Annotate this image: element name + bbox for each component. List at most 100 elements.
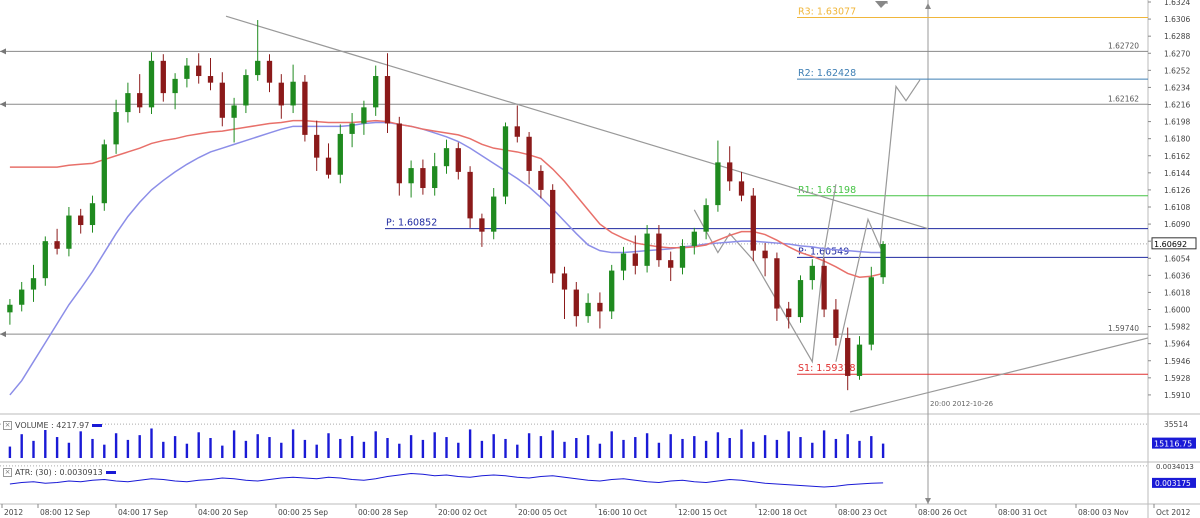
price-y-tick-label: 1.6108 <box>1164 203 1190 212</box>
price-y-tick-label: 1.5910 <box>1164 391 1190 400</box>
candle-body <box>290 81 296 106</box>
price-y-tick-label: 1.6234 <box>1164 83 1190 92</box>
candle-body <box>679 245 686 268</box>
volume-bar <box>374 431 377 458</box>
candle-body <box>609 270 615 312</box>
price-y-tick-label: 1.6198 <box>1164 118 1190 127</box>
candle-body <box>443 148 450 167</box>
candle-body <box>727 162 733 182</box>
candle-body <box>255 60 261 76</box>
volume-bar <box>527 433 531 458</box>
atr-current-box <box>1152 477 1196 488</box>
volume-bar <box>775 439 779 458</box>
price-y-tick-label: 1.6162 <box>1164 152 1190 161</box>
volume-bar <box>870 436 873 458</box>
price-y-tick-label: 1.6180 <box>1164 135 1190 144</box>
volume-bar <box>150 428 153 458</box>
volume-bar <box>268 437 271 458</box>
volume-bar <box>492 434 495 458</box>
time-marker-arrow-bottom <box>925 498 931 504</box>
candle-body <box>314 134 320 158</box>
pivot-label: R2: 1.62428 <box>798 68 856 79</box>
candle-body <box>42 241 48 279</box>
candle-body <box>821 265 827 310</box>
volume-bar <box>480 440 484 458</box>
price-y-tick-label: 1.6216 <box>1164 101 1190 110</box>
close-volume-icon[interactable]: × <box>3 421 12 430</box>
volume-bar <box>622 439 625 458</box>
volume-bar <box>834 438 838 458</box>
candle-body <box>856 344 863 376</box>
candle-body <box>337 133 343 175</box>
price-y-tick-label: 1.5946 <box>1164 357 1190 366</box>
candle-body <box>7 304 13 313</box>
volume-bar <box>787 431 790 458</box>
candle-body <box>479 218 485 232</box>
atr-line <box>9 472 884 488</box>
price-y-tick-label: 1.6018 <box>1164 288 1190 297</box>
candle-body <box>502 126 509 197</box>
candle-body <box>420 168 426 189</box>
candle-body <box>526 136 532 171</box>
volume-panel-title: × VOLUME : 4217.97 <box>3 421 103 430</box>
volume-bar <box>291 429 295 458</box>
candle-body <box>620 253 627 271</box>
volume-bar <box>386 438 389 458</box>
volume-bar <box>173 436 177 458</box>
x-tick-label: 04:00 17 Sep <box>118 508 168 517</box>
volume-bar <box>634 437 637 458</box>
level-arrow-icon <box>0 48 6 55</box>
volume-bar <box>693 436 696 458</box>
volume-bar <box>858 440 861 458</box>
volume-bar <box>79 431 82 458</box>
volume-bar <box>645 433 649 458</box>
atr-panel-title: × ATR: (30) : 0.0030913 <box>3 468 116 477</box>
price-y-tick-label: 1.6252 <box>1164 66 1190 75</box>
candle-body <box>30 278 37 290</box>
volume-bar <box>280 442 283 458</box>
atr-legend-swatch <box>105 471 116 474</box>
volume-bar <box>126 439 130 458</box>
candle-body <box>585 302 591 317</box>
x-tick-label: 04:00 20 Sep <box>198 508 248 517</box>
candle-body <box>550 189 556 274</box>
candle-body <box>738 181 745 196</box>
volume-bar <box>539 436 543 458</box>
volume-bar <box>67 442 71 458</box>
x-tick-label: 08:00 03 Nov <box>1078 508 1129 517</box>
volume-bar <box>586 435 590 458</box>
price-y-tick-label: 1.6126 <box>1164 186 1190 195</box>
candle-body <box>101 144 107 204</box>
x-tick-label: 08:00 12 Sep <box>40 508 90 517</box>
volume-current-label: 15116.75 <box>1154 440 1192 449</box>
candle-body <box>196 65 202 77</box>
volume-bar <box>339 438 342 458</box>
volume-bar <box>575 438 578 458</box>
candle-body <box>750 195 756 251</box>
volume-bar <box>232 430 236 458</box>
level-arrow-icon <box>0 331 6 338</box>
x-tick-label: 2012 <box>4 508 23 517</box>
price-y-tick-label: 1.5982 <box>1164 323 1190 332</box>
volume-bar <box>114 433 118 458</box>
uptrend-line <box>849 337 1149 413</box>
volume-bar <box>846 434 849 458</box>
volume-bar <box>197 432 200 458</box>
volume-bar <box>704 440 708 458</box>
candle-body <box>302 81 308 135</box>
candle-body <box>762 250 768 259</box>
volume-bar <box>681 438 684 458</box>
candle-body <box>691 231 697 246</box>
atr-current-label: 0.003175 <box>1155 479 1191 488</box>
volume-bar <box>610 431 613 458</box>
volume-bar <box>421 439 425 458</box>
candle-body <box>89 203 96 226</box>
volume-bar <box>138 435 141 458</box>
close-atr-icon[interactable]: × <box>3 468 12 477</box>
current-price-box <box>1151 237 1197 250</box>
x-tick-label: 00:00 25 Sep <box>278 508 328 517</box>
volume-bar <box>350 436 354 458</box>
volume-bar <box>811 442 814 458</box>
r3-arrow-icon <box>875 1 888 8</box>
candle-body <box>880 244 886 278</box>
